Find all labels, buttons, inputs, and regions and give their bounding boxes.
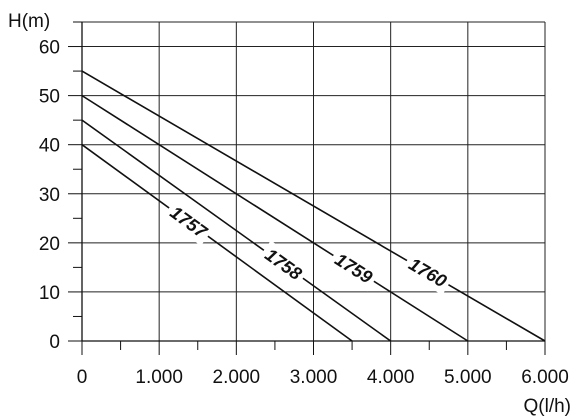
x-tick-label: 6.000 [521, 367, 569, 388]
x-axis-title: Q(l/h) [524, 396, 572, 417]
y-tick-label: 0 [49, 332, 60, 353]
grid [82, 21, 546, 341]
series-label-1758: 1758 [256, 240, 310, 288]
tick-labels: 0 10 20 30 40 50 60 0 1.000 2.000 3.000 4.000 5.000 6… [39, 38, 569, 388]
y-tick-label: 60 [39, 38, 60, 59]
x-tick-label: 2.000 [213, 367, 261, 388]
y-tick-label: 40 [39, 136, 60, 157]
series-label-1757: 1757 [162, 198, 215, 246]
x-tick-label: 1.000 [135, 367, 183, 388]
x-tick-label: 3.000 [290, 367, 338, 388]
series-label-bg [326, 245, 381, 292]
x-tick-label: 5.000 [444, 367, 492, 388]
series-label-bg [256, 240, 310, 288]
y-tick-label: 30 [39, 185, 60, 206]
y-tick-label: 20 [39, 234, 60, 255]
series-label-1760: 1760 [400, 250, 455, 296]
series-line-1757 [81, 144, 353, 342]
series-lines [81, 70, 546, 342]
series-label-bg [400, 250, 455, 296]
y-axis-title: H(m) [8, 11, 50, 32]
series-label-1759: 1759 [326, 245, 381, 292]
y-tick-label: 10 [39, 283, 60, 304]
x-tick-label: 0 [77, 367, 88, 388]
series-line-1760 [81, 70, 546, 342]
axes [68, 21, 546, 355]
series-labels: 1757 1758 1759 1760 [162, 198, 455, 296]
x-tick-label: 4.000 [367, 367, 415, 388]
series-line-1759 [81, 94, 469, 342]
series-line-1758 [81, 119, 392, 342]
series-label-bg [162, 198, 215, 246]
y-tick-label: 50 [39, 87, 60, 108]
